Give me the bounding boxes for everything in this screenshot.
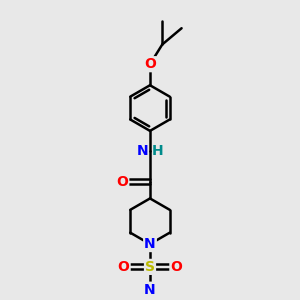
Text: S: S xyxy=(145,260,155,274)
Text: O: O xyxy=(118,260,130,274)
Text: O: O xyxy=(144,57,156,71)
Text: H: H xyxy=(152,144,164,158)
Text: O: O xyxy=(116,175,128,189)
Text: O: O xyxy=(170,260,182,274)
Text: N: N xyxy=(144,283,156,297)
Text: N: N xyxy=(136,144,148,158)
Text: N: N xyxy=(144,237,156,251)
